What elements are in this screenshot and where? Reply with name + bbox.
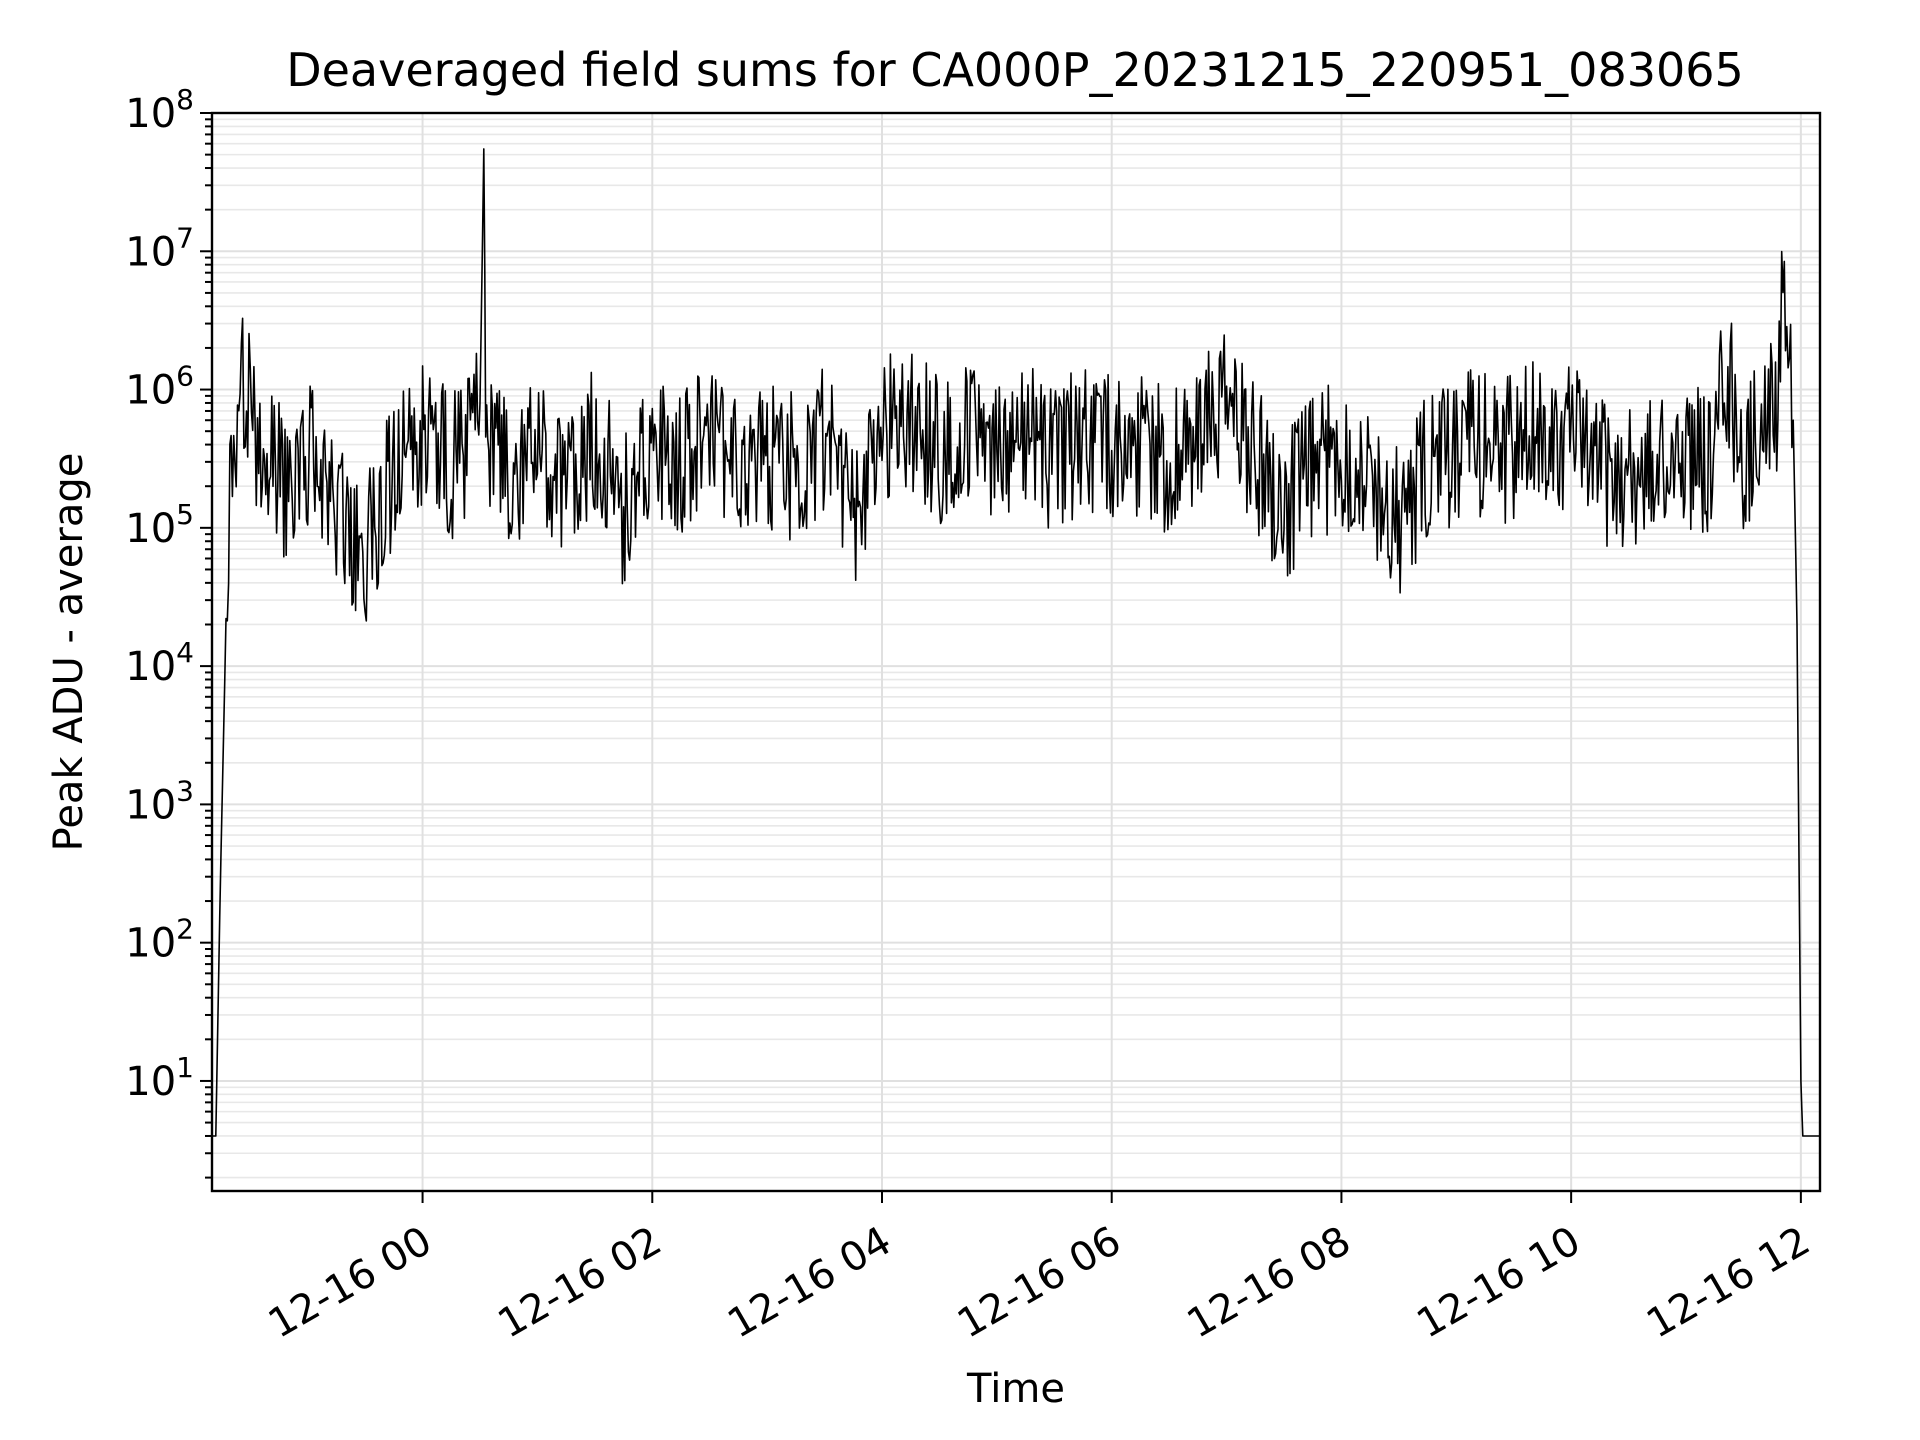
y-axis-label: Peak ADU - average [46,453,92,852]
x-tick-label: 12-16 12 [1639,1218,1818,1348]
x-tick-label: 12-16 06 [950,1218,1129,1348]
plot-area-frame [210,111,1822,1193]
series-line [212,148,1820,1137]
chart-title: Deaveraged field sums for CA000P_2023121… [286,43,1744,97]
y-tick-label: 104 [125,636,194,690]
y-tick-label: 101 [125,1051,194,1105]
y-tick-label: 103 [125,774,194,828]
y-tick-label: 106 [125,360,194,414]
x-axis: 12-16 00 12-16 02 12-16 04 12-16 06 12-16 08… [261,1191,1818,1348]
x-tick-label: 12-16 10 [1409,1218,1588,1348]
x-axis-label: Time [966,1366,1065,1412]
x-tick-label: 12-16 02 [491,1218,670,1348]
series-layer [212,148,1820,1137]
x-tick-label: 12-16 00 [261,1218,440,1348]
y-tick-label: 107 [125,221,194,275]
y-tick-label: 108 [125,83,194,137]
x-tick-label: 12-16 04 [720,1218,899,1348]
y-axis: 101 102 103 104 105 106 107 108 [125,83,212,1179]
y-tick-label: 102 [125,913,194,967]
x-tick-label: 12-16 08 [1180,1218,1359,1348]
y-tick-label: 105 [125,498,194,552]
grid [212,112,1820,1191]
